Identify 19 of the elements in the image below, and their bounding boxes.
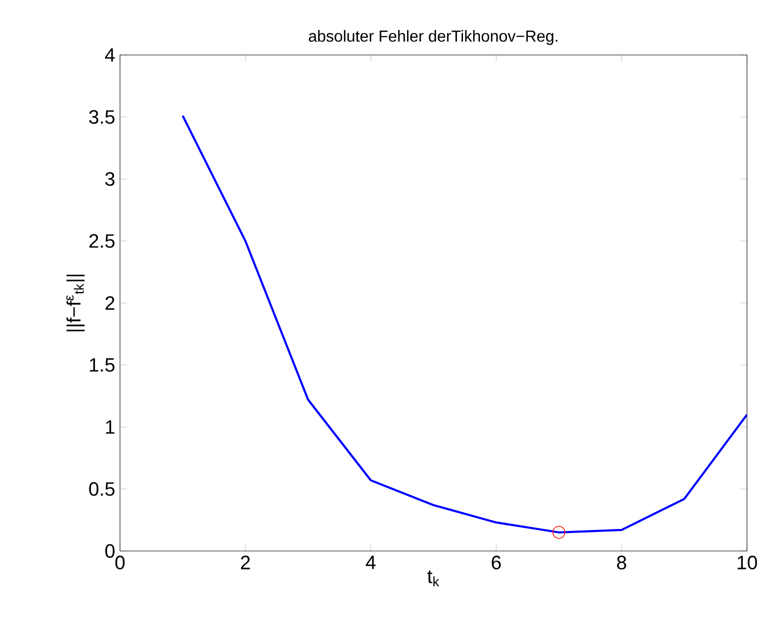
y-tick-label: 0.5	[89, 482, 114, 496]
x-tick-label: 2	[241, 556, 250, 570]
x-axis-title: t$_{k}$	[427, 570, 440, 586]
y-tick-label: 1.5	[90, 358, 114, 372]
y-tick-label: 0	[105, 544, 115, 558]
x-tick-label: 4	[366, 556, 376, 569]
y-tick-label: 1	[106, 420, 114, 434]
y-tick-label: 3	[105, 172, 114, 186]
y-tick-label: 4	[104, 48, 115, 62]
x-tick-label: 10	[738, 556, 757, 570]
line-series	[182, 114, 747, 534]
x-tick-label: 0	[115, 556, 125, 570]
chart-title: absoluter Fehler derTikhonov−Reg.	[308, 30, 558, 45]
x-tick-label: 6	[492, 556, 501, 570]
y-tick-label: 3.5	[89, 110, 114, 124]
x-tick-label: 8	[617, 556, 626, 570]
y-axis-title: ||f−f$^{ε}$$_{tk}$||	[66, 274, 85, 332]
y-tick-label: 2.5	[89, 234, 114, 248]
y-tick-label: 2	[106, 296, 114, 310]
